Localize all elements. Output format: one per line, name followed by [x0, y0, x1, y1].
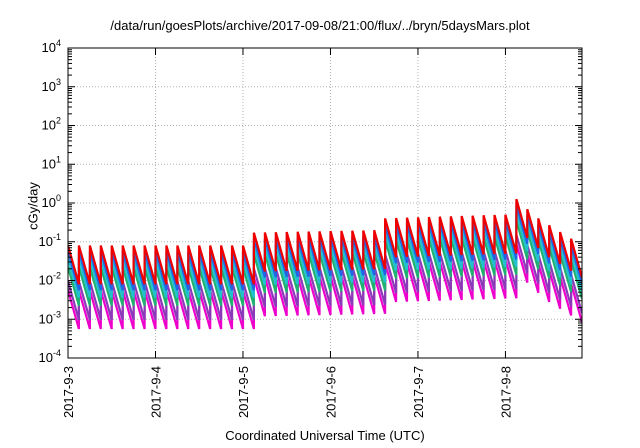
x-tick-label: 2017-9-7 [411, 366, 426, 418]
x-tick-label: 2017-9-3 [61, 366, 76, 418]
y-tick-label: 102 [42, 116, 61, 133]
y-tick-label: 101 [42, 154, 61, 171]
y-tick-label: 104 [42, 38, 61, 55]
y-tick-label: 10-2 [39, 271, 61, 288]
y-tick-label: 10-4 [39, 348, 61, 365]
y-tick-label: 10-3 [39, 309, 61, 326]
x-axis-label: Coordinated Universal Time (UTC) [225, 428, 425, 443]
tick-labels: 10-4 10-3 10-2 10-1 100 101 102 103 104 2017-9-3 2… [39, 38, 514, 418]
x-tick-label: 2017-9-4 [148, 366, 163, 418]
x-tick-label: 2017-9-5 [236, 366, 251, 418]
y-tick-label: 10-1 [39, 232, 61, 249]
y-tick-label: 100 [42, 193, 61, 210]
x-tick-label: 2017-9-6 [323, 366, 338, 418]
series-line [68, 198, 582, 285]
x-tick-label: 2017-9-8 [498, 366, 513, 418]
y-tick-label: 103 [42, 77, 61, 94]
axis-ticks [67, 47, 582, 359]
chart-title: /data/run/goesPlots/archive/2017-09-08/2… [110, 18, 530, 33]
series-group [68, 198, 582, 330]
